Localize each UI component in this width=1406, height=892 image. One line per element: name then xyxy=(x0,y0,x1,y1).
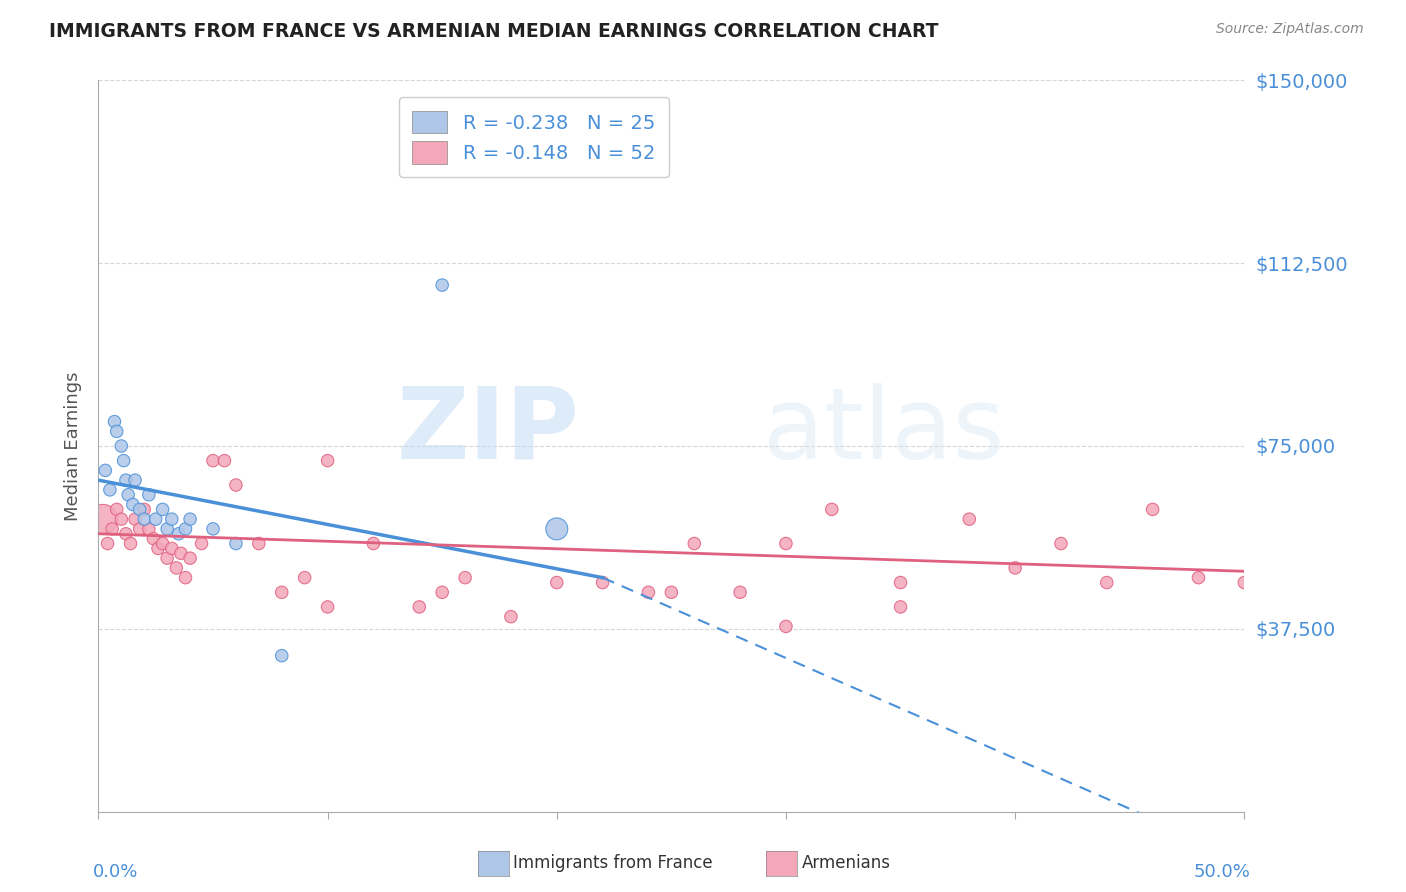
Point xyxy=(430,278,453,293)
Point xyxy=(110,512,132,526)
Point xyxy=(294,571,316,585)
Point xyxy=(156,551,179,566)
Text: Source: ZipAtlas.com: Source: ZipAtlas.com xyxy=(1216,22,1364,37)
Point xyxy=(1095,575,1118,590)
Point xyxy=(128,522,150,536)
Point xyxy=(225,536,247,550)
Point xyxy=(316,453,339,467)
Point xyxy=(1142,502,1164,516)
Point xyxy=(115,473,138,487)
Text: 0.0%: 0.0% xyxy=(93,863,138,881)
Point xyxy=(165,561,187,575)
Point xyxy=(363,536,385,550)
Point xyxy=(499,609,522,624)
Point xyxy=(270,648,292,663)
Point xyxy=(121,498,143,512)
Point xyxy=(105,502,128,516)
Point xyxy=(683,536,706,550)
Point xyxy=(152,502,174,516)
Point xyxy=(152,536,174,550)
Point xyxy=(430,585,453,599)
Point xyxy=(112,453,135,467)
Point xyxy=(408,599,430,614)
Point xyxy=(101,522,124,536)
Point xyxy=(225,478,247,492)
Point xyxy=(124,512,146,526)
Point xyxy=(134,512,156,526)
Point xyxy=(202,453,225,467)
Point xyxy=(170,546,193,560)
Point xyxy=(179,551,201,566)
Point xyxy=(134,502,156,516)
Point xyxy=(142,532,165,546)
Point xyxy=(889,575,911,590)
Point xyxy=(1187,571,1209,585)
Point xyxy=(454,571,477,585)
Point xyxy=(592,575,614,590)
Point xyxy=(546,575,568,590)
Y-axis label: Median Earnings: Median Earnings xyxy=(63,371,82,521)
Point xyxy=(821,502,844,516)
Point xyxy=(1004,561,1026,575)
Point xyxy=(546,522,568,536)
Point xyxy=(270,585,292,599)
Point xyxy=(110,439,132,453)
Point xyxy=(117,488,139,502)
Point xyxy=(160,541,183,556)
Point xyxy=(138,488,160,502)
Point xyxy=(94,463,117,477)
Text: Immigrants from France: Immigrants from France xyxy=(513,855,713,872)
Point xyxy=(115,526,138,541)
Legend: R = -0.238   N = 25, R = -0.148   N = 52: R = -0.238 N = 25, R = -0.148 N = 52 xyxy=(399,97,669,178)
Point xyxy=(167,526,190,541)
Point xyxy=(728,585,751,599)
Point xyxy=(120,536,142,550)
Point xyxy=(91,512,114,526)
Point xyxy=(202,522,225,536)
Point xyxy=(128,502,150,516)
Point xyxy=(179,512,201,526)
Point xyxy=(637,585,659,599)
Point xyxy=(156,522,179,536)
Point xyxy=(190,536,212,550)
Point xyxy=(174,522,197,536)
Text: atlas: atlas xyxy=(763,383,1005,480)
Point xyxy=(247,536,270,550)
Point xyxy=(661,585,683,599)
Point xyxy=(105,425,128,439)
Point xyxy=(124,473,146,487)
Point xyxy=(214,453,236,467)
Point xyxy=(160,512,183,526)
Point xyxy=(775,619,797,633)
Point xyxy=(316,599,339,614)
Text: IMMIGRANTS FROM FRANCE VS ARMENIAN MEDIAN EARNINGS CORRELATION CHART: IMMIGRANTS FROM FRANCE VS ARMENIAN MEDIA… xyxy=(49,22,939,41)
Point xyxy=(145,512,167,526)
Point xyxy=(98,483,121,497)
Point xyxy=(889,599,911,614)
Text: ZIP: ZIP xyxy=(396,383,579,480)
Point xyxy=(97,536,120,550)
Text: 50.0%: 50.0% xyxy=(1194,863,1250,881)
Point xyxy=(138,522,160,536)
Point xyxy=(1050,536,1073,550)
Point xyxy=(775,536,797,550)
Text: Armenians: Armenians xyxy=(801,855,890,872)
Point xyxy=(146,541,169,556)
Point xyxy=(1233,575,1256,590)
Point xyxy=(103,415,125,429)
Point xyxy=(174,571,197,585)
Point xyxy=(957,512,980,526)
